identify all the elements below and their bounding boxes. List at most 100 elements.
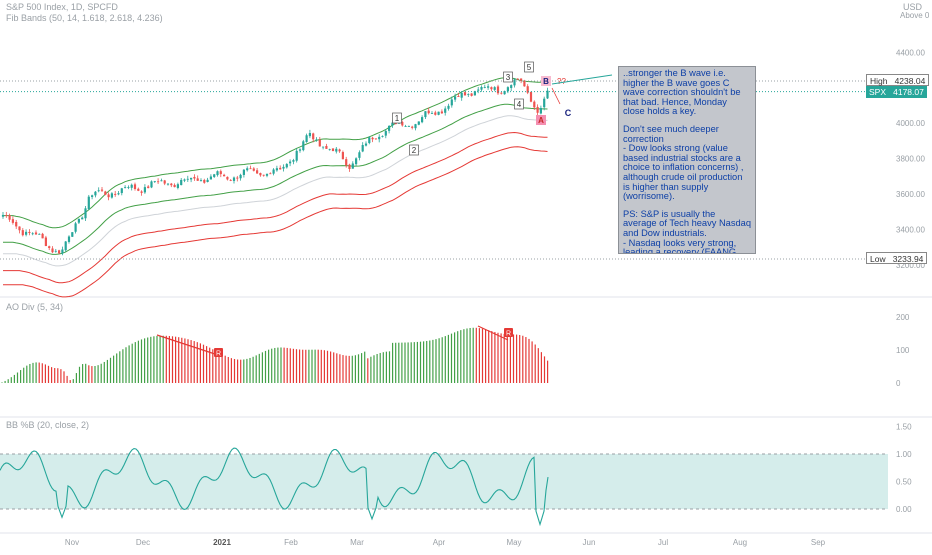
candle-body — [232, 177, 236, 181]
x-tick-label: Sep — [811, 538, 826, 547]
candle-body — [424, 111, 427, 118]
y-tick-label: 200 — [896, 313, 910, 322]
callout-paragraph-1: ..stronger the B wave i.e. higher the B … — [623, 68, 741, 117]
x-tick-label: Aug — [733, 538, 747, 547]
high-tag-value: 4238.04 — [894, 76, 926, 86]
x-tick-label: May — [506, 538, 521, 547]
candle-body — [335, 148, 338, 152]
candle-body — [295, 150, 298, 161]
candle-body — [523, 81, 526, 87]
candle-body — [404, 126, 407, 127]
candle-body — [163, 180, 166, 184]
y-tick-label: 0 — [896, 379, 901, 388]
question-label: ?? — [557, 77, 566, 86]
candle-body — [539, 107, 542, 114]
candle-body — [97, 190, 100, 192]
candle-body — [28, 231, 31, 233]
candle-body — [414, 124, 417, 129]
candle-body — [196, 178, 199, 181]
wave-label-box — [514, 98, 524, 110]
spx-tag-label: SPX — [869, 87, 887, 97]
candle-body — [166, 183, 170, 185]
candle-body — [11, 219, 14, 223]
candle-body — [150, 181, 153, 188]
candle-body — [516, 78, 519, 80]
candle-body — [5, 215, 8, 216]
candle-body — [239, 174, 242, 179]
candle-body — [1, 214, 5, 217]
wave-a-label: A — [538, 116, 544, 125]
candle-body — [454, 96, 457, 100]
candle-body — [328, 149, 331, 151]
candle-body — [226, 176, 229, 180]
candle-body — [529, 91, 533, 102]
candle-body — [391, 122, 394, 126]
analysis-callout[interactable]: ..stronger the B wave i.e. higher the B … — [618, 66, 756, 254]
candle-body — [246, 168, 249, 171]
candle-body — [25, 231, 28, 235]
candle-body — [308, 132, 311, 137]
candle-body — [496, 86, 500, 94]
candle-body — [38, 233, 41, 235]
candle-body — [378, 136, 381, 140]
candle-body — [130, 184, 133, 188]
y-tick-label: 1.00 — [896, 450, 912, 459]
candle-body — [127, 187, 130, 188]
candle-body — [358, 152, 361, 158]
candle-body — [133, 184, 137, 189]
candle-body — [170, 183, 173, 186]
candle-body — [104, 191, 107, 195]
wave-label-1: 1 — [395, 114, 400, 123]
fib-band-red-1 — [3, 131, 548, 284]
candle-body — [483, 87, 486, 88]
candle-body — [513, 79, 516, 86]
wave-label-box — [503, 71, 513, 83]
candle-body — [180, 179, 183, 186]
candle-body — [506, 87, 509, 92]
fib-band-lower-green — [3, 103, 548, 255]
candle-body — [302, 141, 305, 151]
candle-body — [256, 170, 259, 174]
y-tick-label: 3600.00 — [896, 190, 925, 199]
candle-body — [371, 137, 374, 140]
divergence-marker-label: R — [506, 331, 511, 338]
candle-body — [355, 158, 358, 165]
candle-body — [223, 174, 226, 177]
y-tick-label: 3200.00 — [896, 261, 925, 270]
low-price-tag: Low 3233.94 — [866, 252, 928, 264]
wave-label-box — [524, 61, 534, 73]
x-tick-label: Jul — [658, 538, 668, 547]
y-tick-label: 0.50 — [896, 478, 912, 487]
bb-percent-line — [0, 447, 549, 527]
y-tick-label: 0.00 — [896, 505, 912, 514]
candle-body — [338, 149, 341, 152]
candle-body — [262, 174, 265, 176]
wave-label-4: 4 — [517, 100, 522, 109]
candle-body — [120, 188, 123, 194]
candle-body — [44, 237, 47, 247]
candle-body — [51, 248, 54, 253]
candle-body — [381, 135, 384, 137]
candle-body — [440, 111, 443, 114]
candle-body — [374, 138, 377, 140]
divergence-marker-label: R — [216, 351, 221, 358]
candle-body — [298, 149, 302, 151]
candle-body — [100, 189, 104, 191]
candle-body — [331, 148, 335, 152]
candle-body — [480, 87, 483, 90]
candle-body — [124, 187, 127, 188]
y-tick-label: 3800.00 — [896, 155, 925, 164]
candle-body — [81, 217, 84, 220]
candle-body — [176, 184, 179, 188]
candle-body — [417, 121, 420, 125]
ao-panel-title: AO Div (5, 34) — [6, 302, 64, 312]
x-tick-label: Jun — [583, 538, 596, 547]
candle-body — [318, 139, 321, 147]
candle-body — [305, 135, 308, 143]
candle-body — [160, 180, 163, 182]
candle-body — [282, 166, 285, 169]
candle-body — [64, 241, 67, 251]
candle-body — [203, 179, 206, 183]
